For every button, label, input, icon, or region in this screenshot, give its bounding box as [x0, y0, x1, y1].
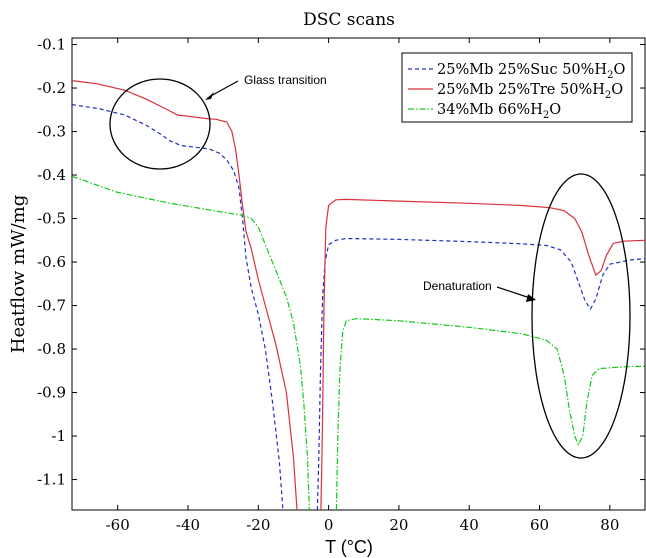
x-tick-label: -40: [176, 516, 200, 534]
y-tick-label: -1: [51, 427, 66, 445]
y-tick-label: -0.8: [37, 340, 66, 358]
legend-label-2: 25%Mb 25%Tre 50%H2O: [437, 82, 623, 101]
x-tick-label: 20: [389, 516, 408, 534]
x-tick-label: 0: [324, 516, 334, 534]
denaturation-arrow: [496, 286, 531, 299]
x-tick-label: 60: [530, 516, 549, 534]
x-tick-label: 40: [460, 516, 479, 534]
y-tick-label: -0.9: [37, 384, 66, 402]
denaturation-ellipse: [531, 173, 631, 459]
legend-box: [401, 52, 633, 123]
y-tick-label: -0.4: [37, 166, 66, 184]
glass-transition-arrowhead: [205, 92, 214, 100]
legend-label-1: 25%Mb 25%Suc 50%H2O: [437, 62, 625, 81]
x-tick-label: -60: [106, 516, 130, 534]
denaturation-label: Denaturation: [423, 279, 492, 293]
y-tick-label: -0.3: [37, 123, 66, 141]
y-tick-label: -0.1: [37, 36, 66, 54]
y-tick-label: -1.1: [37, 471, 66, 489]
y-tick-label: -0.2: [37, 79, 66, 97]
series-line-2: [72, 80, 645, 510]
glass-transition-label: Glass transition: [244, 73, 327, 87]
x-axis: -60 -40 -20 0 20 40 60 80: [106, 38, 619, 534]
chart-title: DSC scans: [303, 10, 395, 30]
y-tick-label: -0.5: [37, 210, 66, 228]
x-axis-label: T (°C): [325, 537, 373, 557]
glass-transition-arrow: [208, 80, 239, 98]
y-tick-label: -0.7: [37, 297, 66, 315]
y-tick-label: -0.6: [37, 253, 66, 271]
y-axis: -0.1 -0.2 -0.3 -0.4 -0.5 -0.6 -0.7 -0.8 -0.9 -1 -1…: [37, 36, 645, 489]
glass-transition-ellipse: [109, 78, 211, 170]
y-axis-label: Heatflow mW/mg: [8, 195, 29, 354]
denaturation-arrowhead: [526, 294, 536, 302]
legend-label-3: 34%Mb 66%H2O: [437, 102, 561, 121]
x-tick-label: -20: [246, 516, 270, 534]
plot-frame: [71, 37, 646, 511]
series-lines: [72, 80, 645, 510]
series-line-3: [72, 175, 645, 510]
x-tick-label: 80: [600, 516, 619, 534]
series-line-1: [72, 104, 645, 510]
